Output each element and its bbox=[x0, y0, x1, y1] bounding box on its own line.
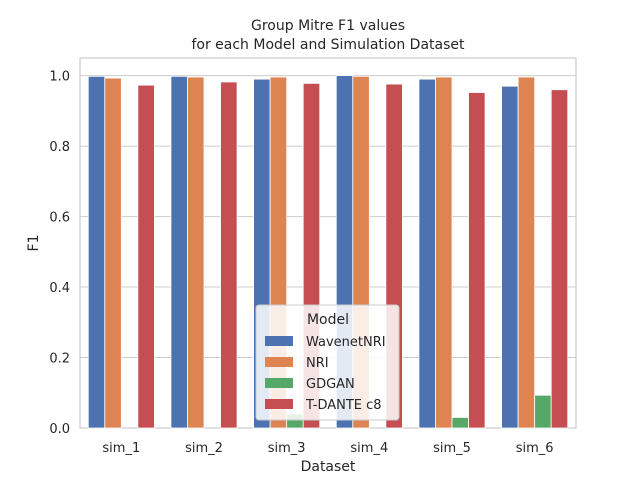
legend-label: T-DANTE c8 bbox=[305, 398, 382, 413]
legend-swatch bbox=[265, 399, 293, 409]
legend-label: GDGAN bbox=[306, 377, 355, 392]
bar bbox=[418, 78, 436, 429]
legend: Model WavenetNRI NRI GDGAN T-DANTE c8 bbox=[255, 304, 400, 421]
x-tick-label: sim_3 bbox=[268, 441, 306, 456]
y-tick-label: 0.4 bbox=[49, 281, 70, 296]
y-axis-ticks: 0.0 0.2 0.4 0.6 0.8 1.0 bbox=[49, 70, 70, 437]
y-tick-label: 1.0 bbox=[49, 70, 70, 85]
legend-swatch bbox=[265, 357, 293, 367]
chart-title-line-2: for each Model and Simulation Dataset bbox=[191, 37, 465, 53]
legend-title: Model bbox=[307, 312, 349, 328]
y-tick-label: 0.8 bbox=[49, 140, 70, 155]
bar bbox=[501, 85, 519, 429]
bar bbox=[187, 76, 205, 429]
bar bbox=[534, 394, 552, 429]
x-axis-label: Dataset bbox=[301, 459, 356, 475]
legend-label: WavenetNRI bbox=[306, 335, 386, 350]
y-axis-label: F1 bbox=[26, 235, 42, 252]
bar bbox=[435, 76, 453, 429]
x-tick-label: sim_1 bbox=[102, 441, 140, 456]
x-tick-label: sim_5 bbox=[433, 441, 471, 456]
bar bbox=[170, 75, 188, 429]
legend-swatch bbox=[265, 336, 293, 346]
bar bbox=[220, 81, 238, 429]
legend-swatch bbox=[265, 378, 293, 388]
bar bbox=[468, 92, 486, 429]
chart-title-line-1: Group Mitre F1 values bbox=[251, 18, 405, 34]
x-tick-label: sim_6 bbox=[516, 441, 554, 456]
x-axis-ticks: sim_1 sim_2 sim_3 sim_4 sim_5 sim_6 bbox=[102, 441, 553, 456]
grid-lines bbox=[80, 75, 576, 429]
bar bbox=[87, 75, 106, 429]
bar bbox=[451, 417, 469, 429]
legend-box bbox=[255, 304, 400, 421]
bar bbox=[517, 76, 536, 429]
bar bbox=[550, 89, 569, 429]
y-tick-label: 0.0 bbox=[49, 422, 70, 437]
y-tick-label: 0.6 bbox=[49, 211, 70, 226]
x-tick-label: sim_4 bbox=[350, 441, 388, 456]
bar bbox=[104, 77, 122, 429]
y-tick-label: 0.2 bbox=[49, 352, 70, 367]
bar bbox=[137, 84, 155, 429]
legend-label: NRI bbox=[306, 356, 329, 371]
legend-items: WavenetNRI NRI GDGAN T-DANTE c8 bbox=[265, 335, 386, 413]
x-tick-label: sim_2 bbox=[185, 441, 223, 456]
